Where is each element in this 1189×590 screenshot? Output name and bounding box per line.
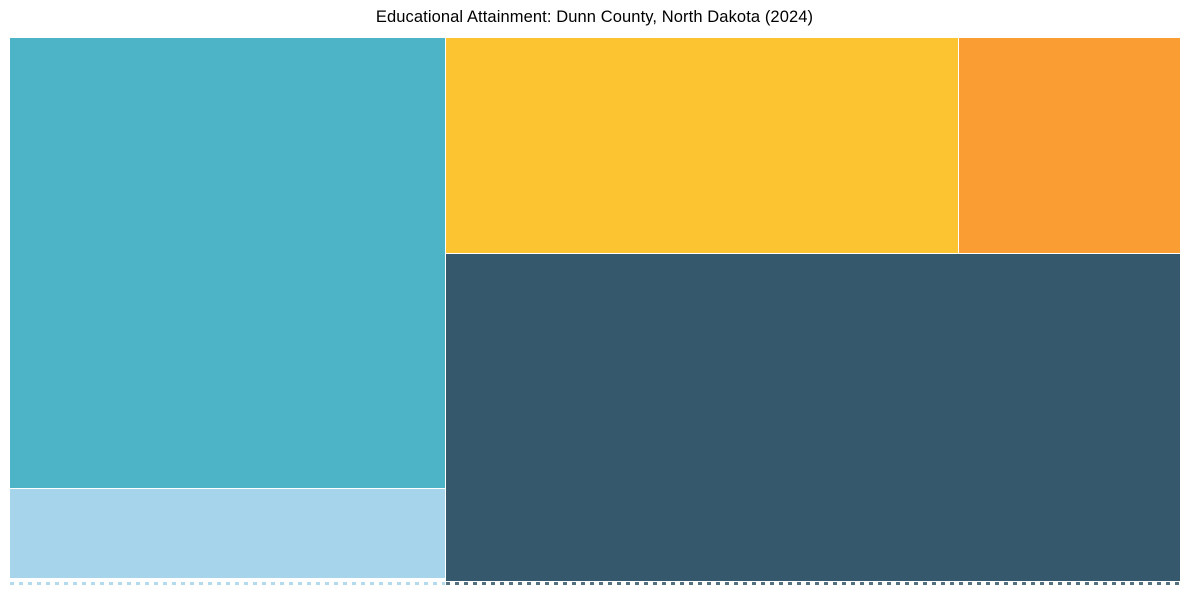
treemap-cell-light-blue[interactable]	[10, 489, 446, 579]
bottom-dash-strip-left	[10, 582, 446, 585]
treemap-cell-orange[interactable]	[958, 38, 1180, 254]
treemap-cell-teal[interactable]	[10, 38, 446, 489]
treemap-cell-yellow[interactable]	[446, 38, 958, 254]
treemap-plot	[10, 38, 1180, 585]
bottom-dash-strip-right	[446, 582, 1180, 585]
chart-title: Educational Attainment: Dunn County, Nor…	[375, 8, 814, 26]
treemap-cell-dark-slate[interactable]	[446, 254, 1180, 581]
